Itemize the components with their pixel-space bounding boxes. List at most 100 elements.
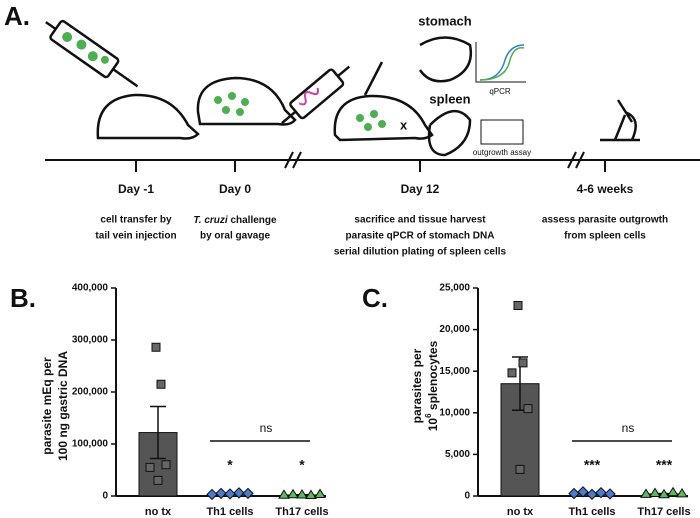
mouse	[333, 94, 434, 142]
y-tick-label: 15,000	[439, 366, 470, 377]
label: stomach	[418, 13, 472, 28]
data-point	[513, 300, 523, 310]
data-point	[676, 487, 688, 498]
data-point	[233, 487, 245, 499]
mouse	[96, 93, 200, 140]
description: from spleen cells	[564, 231, 646, 242]
description-part: T. cruzi	[193, 215, 227, 226]
description: assess parasite outgrowth	[542, 215, 668, 226]
panel-label: C.	[362, 283, 388, 313]
qpcr-plot	[475, 42, 526, 83]
day-label: Day -1	[118, 182, 154, 196]
syringe-1	[45, 19, 139, 88]
mouse	[196, 76, 297, 126]
y-tick-label: 0	[464, 491, 470, 502]
timeline-ticks	[135, 151, 606, 172]
data-point	[153, 475, 163, 485]
panel-label: B.	[10, 283, 36, 313]
timepoints: Day -1 cell transfer by tail vein injectio…	[95, 182, 668, 257]
x-tick-label: no tx	[145, 506, 172, 518]
comparison-label: ns	[622, 421, 635, 435]
label-part: splenocytes	[426, 340, 440, 413]
data-point	[518, 358, 528, 368]
data-point	[145, 462, 155, 472]
y-axis-label: 100 ng gastric DNA	[56, 351, 70, 461]
data-point	[242, 487, 254, 500]
label: spleen	[429, 91, 470, 106]
data-point	[278, 489, 290, 499]
description-part: challenge	[228, 215, 277, 226]
stomach-icon	[418, 36, 473, 83]
data-point	[305, 489, 317, 499]
data-point	[586, 488, 598, 501]
x-tick-label: Th17 cells	[637, 506, 690, 518]
data-point	[568, 487, 580, 500]
charts: B. 0 100,000 200,000 300,000 400,000 parasite …	[10, 283, 691, 518]
spleen-icon	[427, 110, 472, 157]
significance: *	[227, 457, 233, 473]
data-point	[515, 464, 525, 474]
data-point	[287, 488, 299, 499]
description: serial dilution plating of spleen cells	[334, 247, 507, 258]
description: parasite qPCR of stomach DNA	[346, 231, 495, 242]
data-point	[161, 460, 171, 470]
data-point	[667, 486, 679, 497]
data-point	[658, 488, 670, 499]
parasites	[214, 92, 249, 116]
x-tick-label: no tx	[507, 506, 534, 518]
data-point	[151, 342, 161, 352]
description: T. cruzi challenge	[193, 215, 277, 226]
significance: *	[299, 457, 305, 473]
data-point	[224, 488, 236, 500]
data-point	[156, 379, 166, 389]
data-point	[577, 486, 589, 498]
description: cell transfer by	[100, 215, 172, 226]
y-tick-label: 400,000	[72, 283, 109, 294]
data-point	[206, 488, 218, 501]
data-point	[296, 489, 308, 499]
y-tick-label: 10,000	[439, 407, 470, 418]
day-label: Day 12	[401, 182, 440, 196]
y-axis-label: parasites per	[410, 348, 424, 423]
day-label: Day 0	[219, 182, 251, 196]
data-point	[640, 488, 652, 498]
syringe-2	[281, 65, 351, 125]
y-tick-label: 300,000	[72, 335, 109, 346]
label: qPCR	[489, 87, 511, 96]
x-tick-label: Th1 cells	[568, 506, 615, 518]
data-point	[215, 487, 227, 500]
comparison-label: ns	[260, 421, 273, 435]
y-tick-label: 200,000	[72, 387, 109, 398]
y-tick-label: 20,000	[439, 324, 470, 335]
microscope	[600, 99, 640, 142]
plate	[480, 119, 524, 145]
data-point	[604, 488, 616, 500]
y-tick-label: 5,000	[445, 449, 470, 460]
day-label: 4-6 weeks	[577, 182, 634, 196]
x-tick-label: Th17 cells	[275, 506, 328, 518]
label: outgrowth assay	[473, 148, 531, 157]
significance: ***	[656, 457, 673, 473]
data-point	[649, 487, 661, 498]
panel-label: A.	[4, 1, 30, 31]
data-point	[314, 488, 326, 498]
description: by oral gavage	[200, 231, 270, 242]
y-tick-label: 0	[102, 491, 108, 502]
description: tail vein injection	[95, 231, 176, 242]
mark: x	[400, 117, 408, 132]
y-tick-label: 25,000	[439, 283, 470, 294]
data-point	[523, 404, 533, 414]
label-part: 6	[424, 413, 433, 418]
data-point	[595, 486, 607, 499]
panel-a: A. x stomach spleen qPCR	[4, 1, 700, 172]
y-axis-label: 106 splenocytes	[424, 340, 440, 431]
description: sacrifice and tissue harvest	[354, 215, 486, 226]
scalpel	[363, 61, 384, 96]
error-bar	[150, 405, 166, 460]
y-axis-label: parasite mEq per	[40, 357, 54, 455]
data-point	[507, 368, 517, 378]
y-tick-label: 100,000	[72, 439, 109, 450]
significance: ***	[584, 457, 601, 473]
x-tick-label: Th1 cells	[206, 506, 253, 518]
